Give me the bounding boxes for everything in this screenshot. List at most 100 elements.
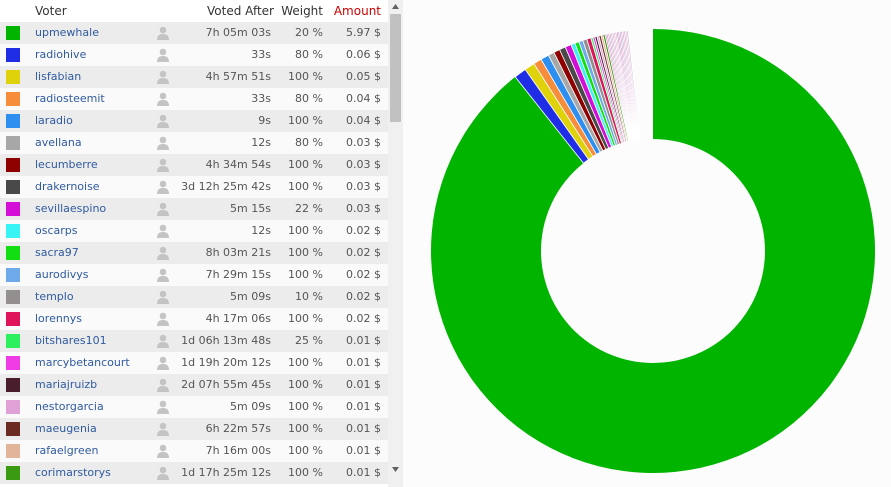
voter-link[interactable]: oscarps	[35, 224, 78, 237]
user-icon[interactable]	[156, 91, 170, 107]
weight-value: 80 %	[295, 136, 323, 149]
amount-value: 0.01 $	[346, 422, 381, 435]
table-row: nestorgarcia 5m 09s 100 % 0.01 $	[0, 396, 388, 418]
table-header: Voter Voted After Weight Amount	[0, 0, 388, 22]
voted-after-value: 6h 22m 57s	[205, 422, 271, 435]
voter-link[interactable]: lisfabian	[35, 70, 82, 83]
weight-value: 100 %	[288, 356, 323, 369]
weight-value: 100 %	[288, 246, 323, 259]
voted-after-value: 2d 07h 55m 45s	[181, 378, 271, 391]
voter-link[interactable]: radiosteemit	[35, 92, 105, 105]
voted-after-value: 7h 29m 15s	[205, 268, 271, 281]
scroll-thumb[interactable]	[390, 14, 401, 122]
amount-value: 0.04 $	[346, 92, 381, 105]
amount-value: 0.02 $	[346, 224, 381, 237]
voter-link[interactable]: rafaelgreen	[35, 444, 99, 457]
weight-value: 25 %	[295, 334, 323, 347]
user-icon[interactable]	[156, 333, 170, 349]
header-weight[interactable]: Weight	[281, 4, 323, 18]
voter-link[interactable]: marcybetancourt	[35, 356, 130, 369]
weight-value: 100 %	[288, 400, 323, 413]
amount-value: 0.01 $	[346, 356, 381, 369]
color-swatch	[6, 356, 20, 370]
header-voted-after[interactable]: Voted After	[207, 4, 274, 18]
table-row: corimarstorys 1d 17h 25m 12s 100 % 0.01 $	[0, 462, 388, 484]
user-icon[interactable]	[156, 267, 170, 283]
voted-after-value: 1d 19h 20m 12s	[181, 356, 271, 369]
voter-link[interactable]: radiohive	[35, 48, 87, 61]
voted-after-value: 9s	[258, 114, 271, 127]
table-row: mariajruizb 2d 07h 55m 45s 100 % 0.01 $	[0, 374, 388, 396]
amount-value: 5.97 $	[346, 26, 381, 39]
scrollbar[interactable]	[388, 0, 403, 487]
user-icon[interactable]	[156, 465, 170, 481]
weight-value: 100 %	[288, 444, 323, 457]
user-icon[interactable]	[156, 223, 170, 239]
user-icon[interactable]	[156, 25, 170, 41]
voted-after-value: 33s	[251, 92, 271, 105]
amount-value: 0.03 $	[346, 136, 381, 149]
table-row: laradio 9s 100 % 0.04 $	[0, 110, 388, 132]
pie-slice-upmewhale[interactable]	[430, 29, 875, 473]
voter-link[interactable]: lorennys	[35, 312, 83, 325]
user-icon[interactable]	[156, 113, 170, 129]
voted-after-value: 4h 34m 54s	[205, 158, 271, 171]
amount-value: 0.06 $	[346, 48, 381, 61]
voted-after-value: 4h 57m 51s	[205, 70, 271, 83]
voter-link[interactable]: sacra97	[35, 246, 79, 259]
amount-value: 0.05 $	[346, 70, 381, 83]
scroll-down-arrow-icon[interactable]	[391, 466, 400, 473]
voter-link[interactable]: mariajruizb	[35, 378, 98, 391]
user-icon[interactable]	[156, 399, 170, 415]
voter-link[interactable]: sevillaespino	[35, 202, 107, 215]
scroll-up-arrow-icon[interactable]	[391, 3, 400, 10]
user-icon[interactable]	[156, 245, 170, 261]
color-swatch	[6, 48, 20, 62]
voter-link[interactable]: nestorgarcia	[35, 400, 104, 413]
voter-link[interactable]: lecumberre	[35, 158, 98, 171]
user-icon[interactable]	[156, 157, 170, 173]
voter-link[interactable]: laradio	[35, 114, 73, 127]
voter-link[interactable]: maeugenia	[35, 422, 97, 435]
user-icon[interactable]	[156, 289, 170, 305]
header-amount[interactable]: Amount	[333, 4, 381, 18]
voter-link[interactable]: templo	[35, 290, 74, 303]
user-icon[interactable]	[156, 311, 170, 327]
user-icon[interactable]	[156, 201, 170, 217]
voted-after-value: 33s	[251, 48, 271, 61]
user-icon[interactable]	[156, 47, 170, 63]
voter-link[interactable]: drakernoise	[35, 180, 100, 193]
amount-value: 0.01 $	[346, 444, 381, 457]
amount-value: 0.01 $	[346, 378, 381, 391]
header-voter[interactable]: Voter	[35, 4, 67, 18]
voted-after-value: 8h 03m 21s	[205, 246, 271, 259]
voter-link[interactable]: upmewhale	[35, 26, 99, 39]
user-icon[interactable]	[156, 443, 170, 459]
pie-slice-small-vote[interactable]	[626, 29, 641, 141]
voted-after-value: 5m 15s	[230, 202, 271, 215]
table-row: sevillaespino 5m 15s 22 % 0.03 $	[0, 198, 388, 220]
voter-link[interactable]: aurodivys	[35, 268, 89, 281]
user-icon[interactable]	[156, 377, 170, 393]
voted-after-value: 4h 17m 06s	[205, 312, 271, 325]
amount-value: 0.03 $	[346, 180, 381, 193]
voted-after-value: 1d 06h 13m 48s	[181, 334, 271, 347]
voted-after-value: 5m 09s	[230, 290, 271, 303]
amount-value: 0.04 $	[346, 114, 381, 127]
amount-value: 0.02 $	[346, 290, 381, 303]
weight-value: 100 %	[288, 268, 323, 281]
amount-value: 0.01 $	[346, 400, 381, 413]
user-icon[interactable]	[156, 179, 170, 195]
voted-after-value: 1d 17h 25m 12s	[181, 466, 271, 479]
user-icon[interactable]	[156, 421, 170, 437]
user-icon[interactable]	[156, 135, 170, 151]
user-icon[interactable]	[156, 69, 170, 85]
voter-link[interactable]: corimarstorys	[35, 466, 111, 479]
voted-after-value: 5m 09s	[230, 400, 271, 413]
color-swatch	[6, 290, 20, 304]
voted-after-value: 7h 05m 03s	[205, 26, 271, 39]
user-icon[interactable]	[156, 355, 170, 371]
amount-value: 0.01 $	[346, 334, 381, 347]
voter-link[interactable]: avellana	[35, 136, 82, 149]
voter-link[interactable]: bitshares101	[35, 334, 107, 347]
